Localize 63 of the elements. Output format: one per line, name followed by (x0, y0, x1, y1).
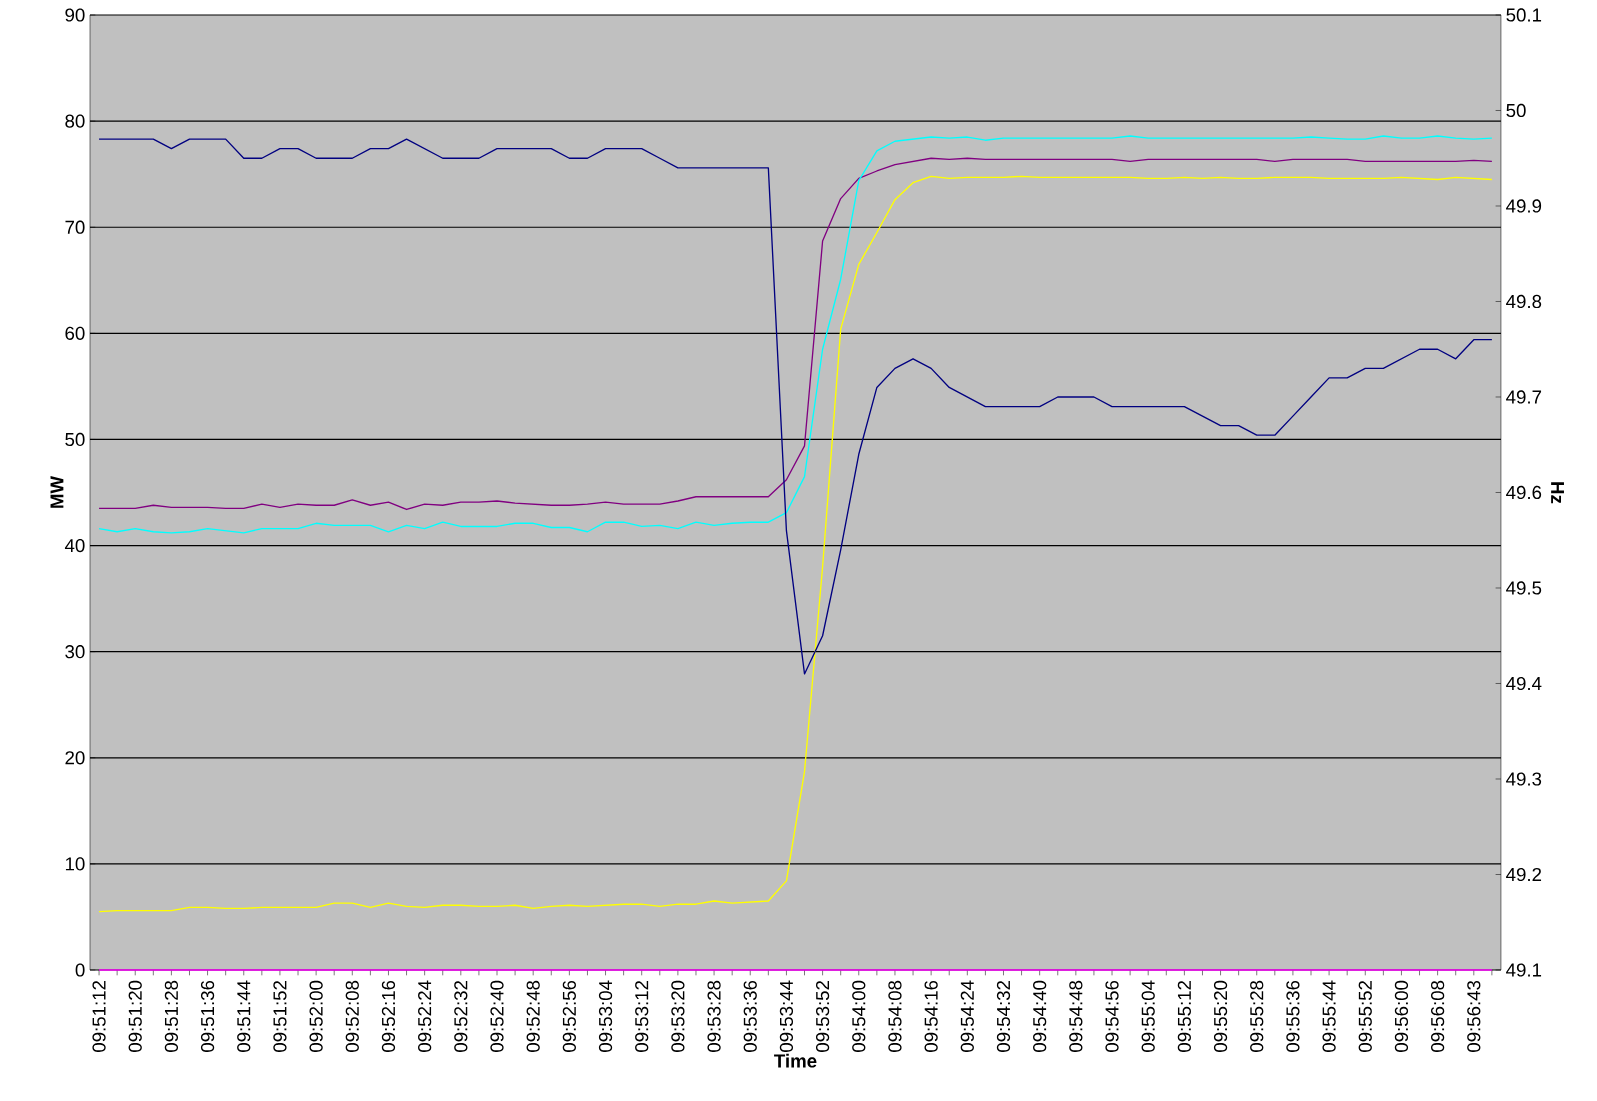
y-tick-label: 20 (65, 751, 85, 765)
y2-tick-label: 49.1 (1506, 963, 1542, 977)
x-tick-label: 09:55:52 (1358, 980, 1372, 1052)
x-tick-label: 09:53:20 (671, 980, 685, 1052)
x-tick-label: 09:51:28 (164, 980, 179, 1052)
x-tick-label: 09:55:20 (1213, 980, 1228, 1052)
x-tick-label: 09:55:12 (1177, 980, 1191, 1052)
x-tick-label: 09:56:00 (1394, 980, 1409, 1052)
x-tick-label: 09:53:04 (598, 980, 613, 1052)
x-tick-label: 09:53:12 (635, 980, 649, 1052)
x-tick-label: 09:52:32 (454, 980, 468, 1052)
x-tick-label: 09:54:40 (1033, 980, 1047, 1052)
y-axis-title: MW (50, 475, 64, 508)
y2-tick-label: 49.2 (1506, 867, 1542, 882)
y2-tick-label: 49.7 (1506, 390, 1542, 404)
x-tick-label: 09:53:28 (707, 980, 721, 1052)
x-tick-label: 09:55:44 (1322, 980, 1336, 1052)
y2-axis-title: Hz (1551, 482, 1564, 504)
x-axis-title: Time (774, 1053, 817, 1068)
y-tick-label: 60 (65, 326, 85, 340)
x-tick-label: 09:51:20 (128, 980, 142, 1052)
x-tick-label: 09:52:16 (381, 980, 396, 1052)
x-tick-label: 09:51:12 (92, 980, 106, 1052)
x-tick-label: 09:53:44 (779, 980, 794, 1052)
x-tick-label: 09:54:32 (996, 980, 1011, 1052)
x-tick-label: 09:52:48 (526, 980, 540, 1052)
x-tick-label: 09:54:16 (924, 980, 938, 1052)
y-tick-label: 80 (65, 114, 85, 128)
x-tick-label: 09:56:08 (1431, 980, 1445, 1052)
x-tick-label: 09:54:48 (1069, 980, 1083, 1052)
y2-tick-label: 49.4 (1506, 676, 1542, 691)
x-tick-label: 09:51:36 (200, 980, 215, 1052)
x-tick-label: 09:54:56 (1105, 980, 1119, 1052)
x-tick-label: 09:55:36 (1286, 980, 1300, 1052)
y2-tick-label: 49.9 (1506, 199, 1542, 213)
y2-tick-label: 49.3 (1506, 772, 1542, 786)
x-tick-label: 09:52:24 (418, 980, 432, 1052)
y-tick-label: 70 (65, 220, 85, 234)
x-tick-label: 09:52:56 (562, 980, 576, 1052)
x-tick-label: 09:54:00 (852, 980, 866, 1052)
y2-tick-label: 50 (1506, 103, 1526, 118)
x-tick-label: 09:52:40 (490, 980, 504, 1052)
y-tick-label: 10 (65, 857, 85, 871)
x-tick-label: 09:51:52 (273, 980, 287, 1052)
x-tick-label: 09:54:24 (960, 980, 974, 1052)
y-tick-label: 50 (65, 432, 85, 447)
x-tick-label: 09:55:28 (1250, 980, 1264, 1052)
x-tick-label: 09:54:08 (888, 980, 902, 1052)
x-tick-label: 09:53:52 (815, 980, 830, 1052)
x-tick-label: 09:53:36 (743, 980, 757, 1052)
y2-tick-label: 49.5 (1506, 581, 1542, 595)
y2-tick-label: 49.6 (1506, 485, 1542, 500)
x-tick-label: 09:52:08 (345, 980, 359, 1052)
y-tick-label: 40 (64, 538, 85, 553)
y2-tick-label: 50.1 (1506, 8, 1542, 22)
x-tick-label: 09:56:43 (1467, 980, 1481, 1052)
y2-tick-label: 49.8 (1506, 294, 1542, 309)
y-tick-label: 0 (75, 963, 85, 977)
y-tick-label: 90 (65, 8, 85, 22)
x-tick-label: 09:51:44 (237, 980, 251, 1052)
y-tick-label: 30 (65, 645, 85, 659)
x-tick-label: 09:52:00 (309, 980, 323, 1052)
x-tick-label: 09:55:04 (1141, 980, 1155, 1052)
